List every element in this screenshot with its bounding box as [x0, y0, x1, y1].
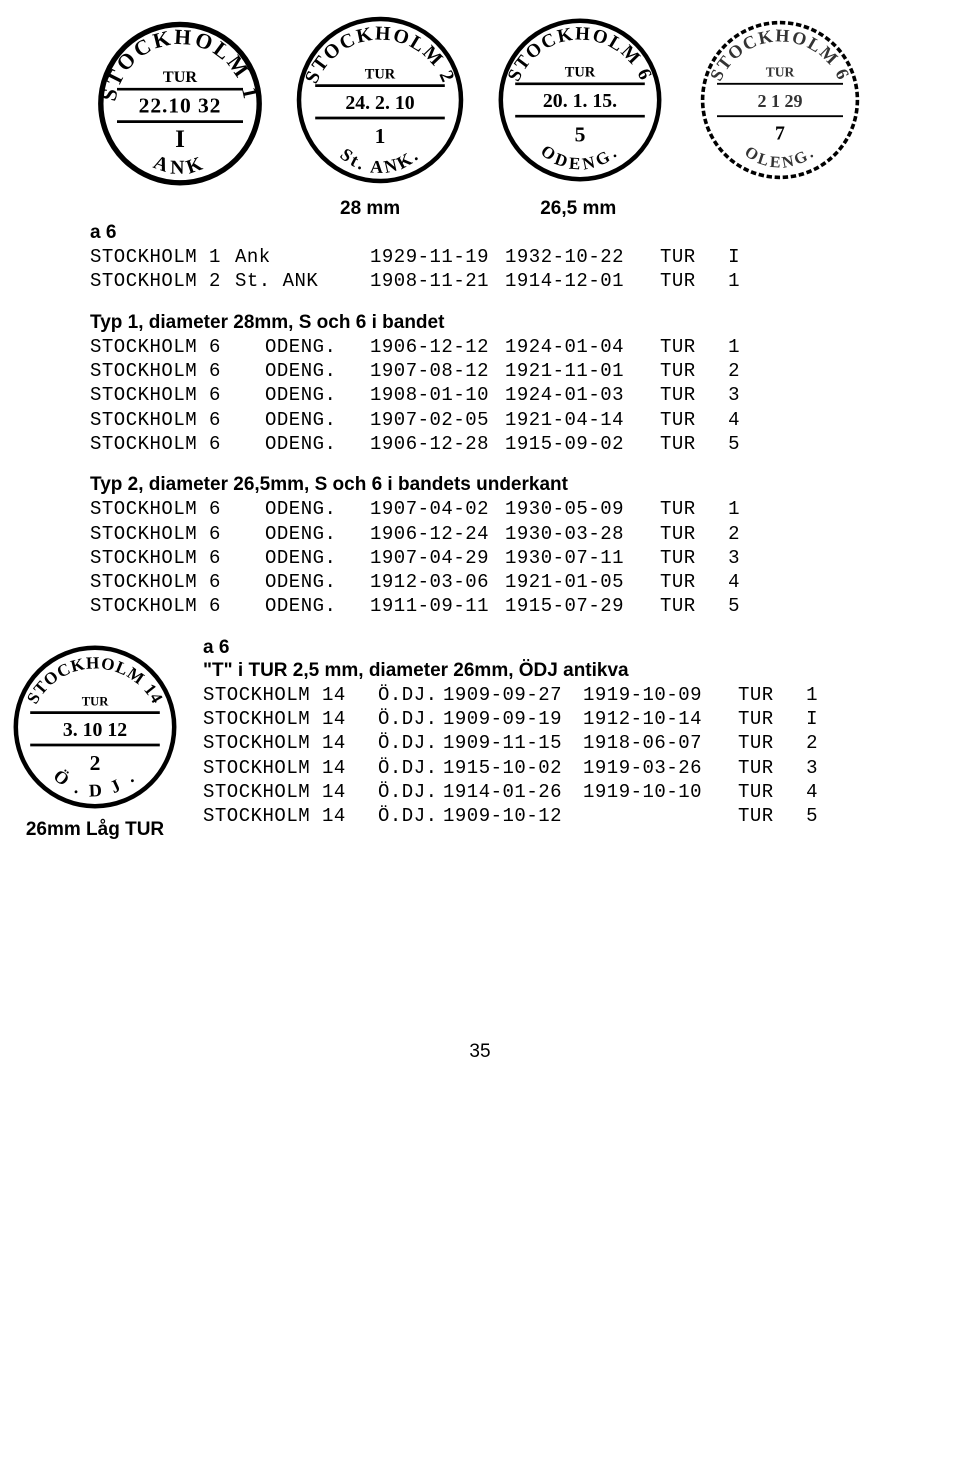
a6-label-2: a 6 [203, 637, 818, 659]
table-row: STOCKHOLM 6ODENG.1907-04-021930-05-09TUR… [90, 497, 870, 521]
postmark-stamp-2: STOCKHOLM 2 St. ANK. TUR 24. 2. 10 1 [290, 10, 470, 190]
table-row: STOCKHOLM 6ODENG.1906-12-241930-03-28TUR… [90, 522, 870, 546]
section-typ1: Typ 1, diameter 28mm, S och 6 i bandet S… [90, 312, 870, 457]
svg-text:22.10 32: 22.10 32 [139, 94, 222, 118]
table-row: STOCKHOLM 6ODENG.1912-03-061921-01-05TUR… [90, 570, 870, 594]
svg-text:OLENG.: OLENG. [741, 143, 818, 172]
postmark-stamp-1: STOCKHOLM 1 ANK TUR 22.10 32 I [90, 10, 270, 190]
table-row: STOCKHOLM 2St. ANK1908-11-211914-12-01TU… [90, 269, 870, 293]
table-row: STOCKHOLM 14Ö.DJ.1909-10-12TUR5 [203, 804, 818, 828]
section-a6-1: a 6 STOCKHOLM 1Ank1929-11-191932-10-22TU… [90, 222, 870, 294]
postmark-stamp-3: STOCKHOLM 6 ODENG. TUR 20. 1. 15. 5 [490, 10, 670, 190]
table-row: STOCKHOLM 14Ö.DJ.1909-09-271919-10-09TUR… [203, 683, 818, 707]
svg-text:2: 2 [90, 751, 101, 775]
page-number: 35 [90, 1041, 870, 1063]
postmark-stamp-5: STOCKHOLM 14 Ö . D J . TUR 3. 10 12 2 [5, 637, 185, 817]
table-row: STOCKHOLM 14Ö.DJ.1914-01-261919-10-10TUR… [203, 780, 818, 804]
table-row: STOCKHOLM 6ODENG.1907-08-121921-11-01TUR… [90, 359, 870, 383]
svg-text:TUR: TUR [82, 694, 109, 708]
svg-text:20. 1. 15.: 20. 1. 15. [543, 90, 617, 112]
table-row: STOCKHOLM 1Ank1929-11-191932-10-22TURI [90, 245, 870, 269]
svg-text:TUR: TUR [565, 65, 596, 81]
svg-text:1: 1 [375, 124, 386, 148]
table-row: STOCKHOLM 14Ö.DJ.1909-11-151918-06-07TUR… [203, 731, 818, 755]
svg-text:7: 7 [775, 123, 785, 145]
section-a6-2: STOCKHOLM 14 Ö . D J . TUR 3. 10 12 2 26… [5, 637, 870, 841]
table-row: STOCKHOLM 6ODENG.1908-01-101924-01-03TUR… [90, 383, 870, 407]
svg-text:St. ANK.: St. ANK. [337, 144, 424, 177]
stamp-caption: 26mm Låg TUR [26, 819, 164, 841]
table-row: STOCKHOLM 6ODENG.1907-02-051921-04-14TUR… [90, 408, 870, 432]
svg-text:5: 5 [575, 122, 586, 146]
table-row: STOCKHOLM 6ODENG.1906-12-281915-09-02TUR… [90, 432, 870, 456]
svg-text:TUR: TUR [365, 66, 396, 82]
svg-text:I: I [175, 126, 185, 153]
table-row: STOCKHOLM 14Ö.DJ.1915-10-021919-03-26TUR… [203, 756, 818, 780]
section-typ2: Typ 2, diameter 26,5mm, S och 6 i bandet… [90, 474, 870, 619]
table-row: STOCKHOLM 6ODENG.1906-12-121924-01-04TUR… [90, 335, 870, 359]
typ1-heading: Typ 1, diameter 28mm, S och 6 i bandet [90, 312, 870, 334]
section-b-heading: "T" i TUR 2,5 mm, diameter 26mm, ÖDJ ant… [203, 660, 818, 682]
svg-text:TUR: TUR [766, 65, 795, 80]
svg-text:TUR: TUR [163, 68, 197, 86]
table-row: STOCKHOLM 6ODENG.1911-09-111915-07-29TUR… [90, 594, 870, 618]
svg-text:24. 2. 10: 24. 2. 10 [345, 92, 414, 114]
svg-text:ANK: ANK [151, 151, 210, 179]
dim-28mm: 28 mm [340, 198, 400, 220]
svg-text:2 1 29: 2 1 29 [758, 91, 803, 111]
svg-text:STOCKHOLM 1: STOCKHOLM 1 [97, 25, 264, 103]
dimension-labels: 28 mm 26,5 mm [340, 198, 870, 220]
typ2-heading: Typ 2, diameter 26,5mm, S och 6 i bandet… [90, 474, 870, 496]
stamp-row-top: STOCKHOLM 1 ANK TUR 22.10 32 I STOCKHOLM… [90, 10, 870, 190]
postmark-stamp-4: STOCKHOLM 6 OLENG. TUR 2 1 29 7 [690, 10, 870, 190]
dim-265mm: 26,5 mm [540, 198, 616, 220]
table-row: STOCKHOLM 14Ö.DJ.1909-09-191912-10-14TUR… [203, 707, 818, 731]
table-row: STOCKHOLM 6ODENG.1907-04-291930-07-11TUR… [90, 546, 870, 570]
a6-label-1: a 6 [90, 222, 870, 244]
svg-text:3. 10 12: 3. 10 12 [63, 719, 127, 741]
